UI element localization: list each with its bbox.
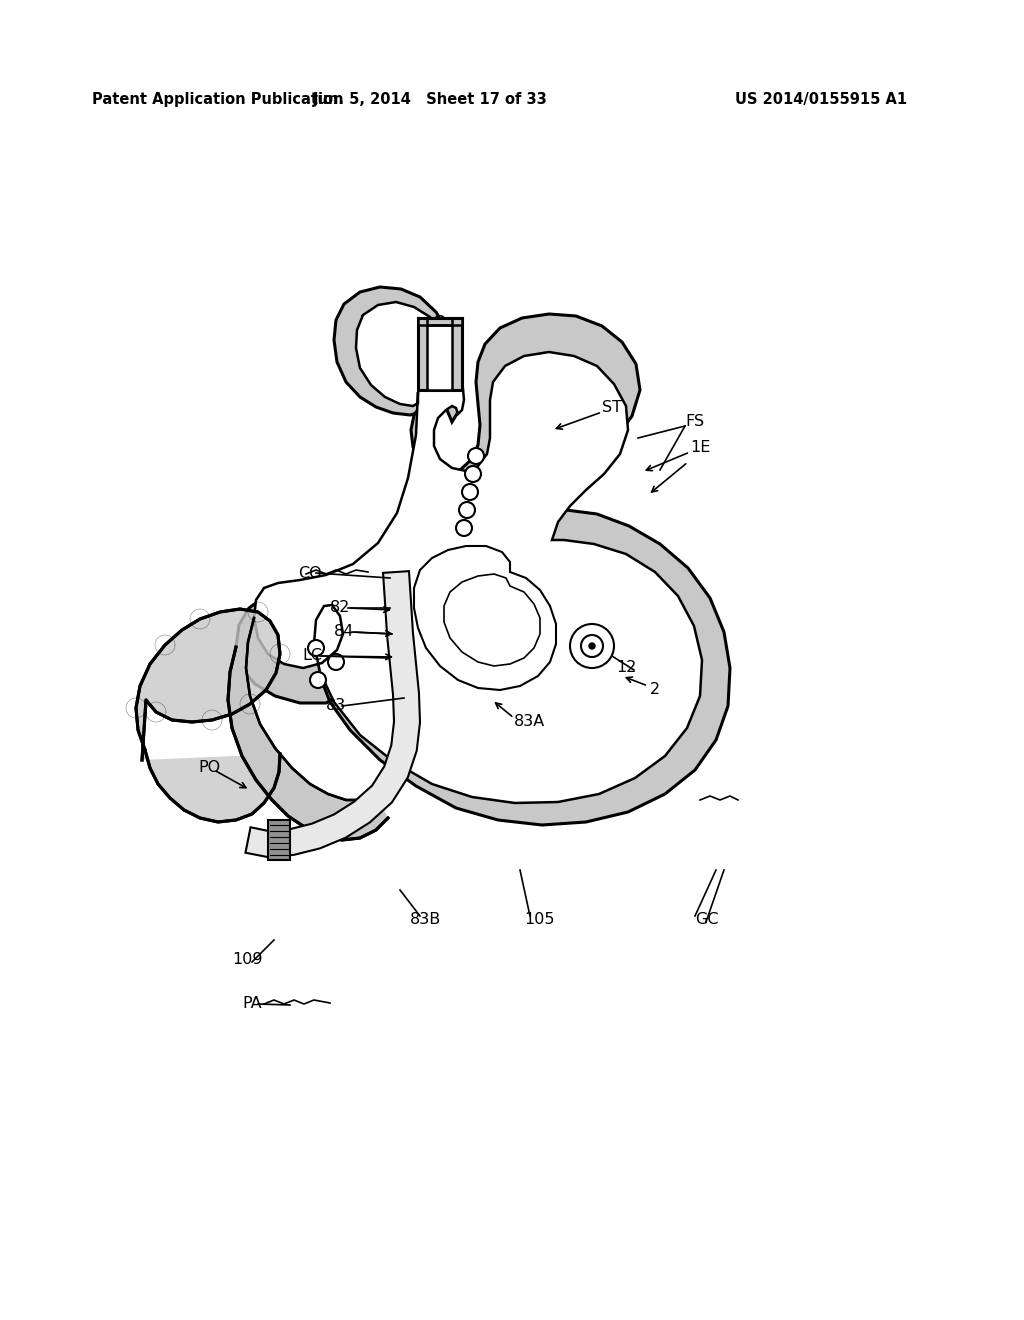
Text: 12: 12 (616, 660, 636, 676)
Polygon shape (452, 318, 462, 325)
Polygon shape (444, 574, 540, 667)
Polygon shape (418, 318, 427, 325)
Polygon shape (254, 302, 702, 803)
Text: Patent Application Publication: Patent Application Publication (92, 92, 343, 107)
Text: FIG. 28: FIG. 28 (357, 315, 446, 338)
Circle shape (570, 624, 614, 668)
Text: ST: ST (602, 400, 622, 416)
Circle shape (456, 520, 472, 536)
Polygon shape (246, 572, 420, 857)
Text: CO: CO (298, 566, 322, 582)
Circle shape (468, 447, 484, 465)
Text: 82: 82 (330, 601, 350, 615)
Polygon shape (236, 286, 730, 825)
Polygon shape (427, 325, 452, 389)
Circle shape (581, 635, 603, 657)
Circle shape (589, 643, 595, 649)
Polygon shape (414, 546, 556, 690)
Text: 84: 84 (334, 624, 354, 639)
Text: US 2014/0155915 A1: US 2014/0155915 A1 (735, 92, 907, 107)
Text: 105: 105 (524, 912, 555, 928)
Polygon shape (418, 318, 462, 389)
Text: 83B: 83B (410, 912, 441, 928)
Text: FS: FS (685, 414, 705, 429)
Text: 2: 2 (650, 682, 660, 697)
Circle shape (465, 466, 481, 482)
Circle shape (328, 653, 344, 671)
Text: GC: GC (695, 912, 719, 928)
Text: Jun. 5, 2014   Sheet 17 of 33: Jun. 5, 2014 Sheet 17 of 33 (312, 92, 548, 107)
Circle shape (459, 502, 475, 517)
Polygon shape (136, 609, 280, 822)
Circle shape (310, 672, 326, 688)
Text: 1E: 1E (690, 441, 711, 455)
Text: 109: 109 (232, 953, 262, 968)
Polygon shape (228, 618, 388, 840)
Polygon shape (268, 820, 290, 861)
Text: 83A: 83A (514, 714, 545, 730)
Text: PO: PO (198, 760, 220, 776)
Text: PA: PA (242, 997, 261, 1011)
Circle shape (308, 640, 324, 656)
Text: LC: LC (302, 648, 322, 664)
Circle shape (462, 484, 478, 500)
Text: 83: 83 (326, 698, 346, 714)
